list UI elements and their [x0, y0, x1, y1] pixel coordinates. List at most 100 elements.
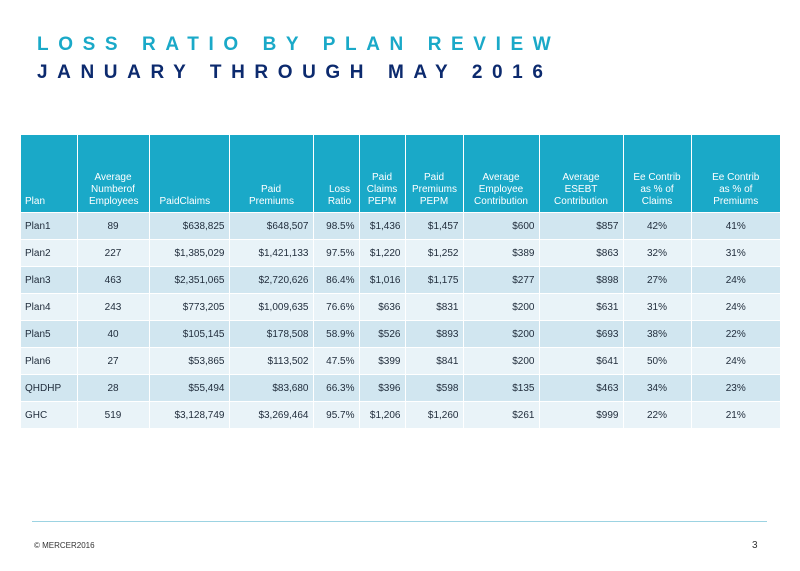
- cell-paid-claims-pepm: $1,016: [359, 266, 406, 294]
- cell-plan: Plan6: [21, 347, 78, 375]
- cell-paid-premiums-pepm: $893: [405, 320, 464, 348]
- copyright-text: © MERCER2016: [34, 541, 95, 550]
- cell-avg-esebt-contribution: $463: [539, 374, 624, 402]
- cell-paid-claims-pepm: $1,206: [359, 401, 406, 428]
- table-row: Plan4 243 $773,205 $1,009,635 76.6% $636 $831 $…: [21, 293, 780, 321]
- table-row: Plan3 463 $2,351,065 $2,720,626 86.4% $1,016 $…: [21, 266, 780, 294]
- cell-ee-contrib-premiums: 21%: [691, 401, 780, 428]
- cell-ee-contrib-claims: 38%: [623, 320, 692, 348]
- cell-paid-premiums-pepm: $1,175: [405, 266, 464, 294]
- cell-avg-esebt-contribution: $898: [539, 266, 624, 294]
- cell-avg-employees: 519: [77, 401, 150, 428]
- header-paid-premiums: Paid Premiums: [229, 135, 314, 213]
- cell-paid-premiums-pepm: $831: [405, 293, 464, 321]
- cell-paid-claims: $3,128,749: [149, 401, 230, 428]
- cell-paid-premiums: $2,720,626: [229, 266, 314, 294]
- cell-paid-premiums: $648,507: [229, 212, 314, 240]
- cell-ee-contrib-claims: 50%: [623, 347, 692, 375]
- cell-ee-contrib-premiums: 24%: [691, 293, 780, 321]
- cell-paid-claims-pepm: $396: [359, 374, 406, 402]
- cell-loss-ratio: 47.5%: [313, 347, 360, 375]
- cell-ee-contrib-claims: 32%: [623, 239, 692, 267]
- cell-plan: Plan5: [21, 320, 78, 348]
- cell-plan: Plan2: [21, 239, 78, 267]
- cell-avg-employee-contribution: $200: [463, 347, 540, 375]
- cell-paid-claims-pepm: $1,220: [359, 239, 406, 267]
- cell-avg-esebt-contribution: $857: [539, 212, 624, 240]
- header-avg-esebt-contribution: Average ESEBT Contribution: [539, 135, 624, 213]
- cell-plan: GHC: [21, 401, 78, 428]
- cell-avg-esebt-contribution: $863: [539, 239, 624, 267]
- page-number: 3: [752, 540, 758, 551]
- cell-paid-claims-pepm: $636: [359, 293, 406, 321]
- cell-loss-ratio: 95.7%: [313, 401, 360, 428]
- header-avg-employee-contribution: Average Employee Contribution: [463, 135, 540, 213]
- cell-loss-ratio: 58.9%: [313, 320, 360, 348]
- cell-avg-employee-contribution: $200: [463, 293, 540, 321]
- header-paid-claims-pepm: Paid Claims PEPM: [359, 135, 406, 213]
- cell-paid-claims: $2,351,065: [149, 266, 230, 294]
- cell-avg-employee-contribution: $389: [463, 239, 540, 267]
- cell-paid-premiums: $113,502: [229, 347, 314, 375]
- cell-avg-esebt-contribution: $999: [539, 401, 624, 428]
- cell-paid-claims: $773,205: [149, 293, 230, 321]
- cell-plan: Plan4: [21, 293, 78, 321]
- cell-paid-claims: $105,145: [149, 320, 230, 348]
- cell-paid-premiums: $178,508: [229, 320, 314, 348]
- cell-loss-ratio: 97.5%: [313, 239, 360, 267]
- cell-avg-employees: 243: [77, 293, 150, 321]
- cell-ee-contrib-claims: 34%: [623, 374, 692, 402]
- header-ee-contrib-claims: Ee Contrib as % of Claims: [623, 135, 692, 213]
- cell-avg-employees: 463: [77, 266, 150, 294]
- cell-ee-contrib-premiums: 41%: [691, 212, 780, 240]
- cell-paid-claims-pepm: $526: [359, 320, 406, 348]
- cell-ee-contrib-claims: 42%: [623, 212, 692, 240]
- cell-loss-ratio: 86.4%: [313, 266, 360, 294]
- cell-loss-ratio: 76.6%: [313, 293, 360, 321]
- cell-avg-employee-contribution: $600: [463, 212, 540, 240]
- cell-paid-premiums-pepm: $598: [405, 374, 464, 402]
- cell-paid-premiums-pepm: $1,252: [405, 239, 464, 267]
- cell-paid-claims: $55,494: [149, 374, 230, 402]
- cell-ee-contrib-premiums: 24%: [691, 347, 780, 375]
- cell-ee-contrib-premiums: 24%: [691, 266, 780, 294]
- table-row: QHDHP 28 $55,494 $83,680 66.3% $396 $598 $135 $4…: [21, 374, 780, 402]
- footer-divider: [32, 521, 767, 522]
- page-title: LOSS RATIO BY PLAN REVIEW: [37, 34, 561, 55]
- cell-avg-employee-contribution: $135: [463, 374, 540, 402]
- cell-avg-employees: 227: [77, 239, 150, 267]
- table-header-row: Plan Average Numberof Employees PaidClai…: [21, 135, 780, 213]
- table-row: Plan5 40 $105,145 $178,508 58.9% $526 $893 $200…: [21, 320, 780, 348]
- header-plan: Plan: [21, 135, 78, 213]
- cell-loss-ratio: 98.5%: [313, 212, 360, 240]
- cell-avg-esebt-contribution: $693: [539, 320, 624, 348]
- cell-paid-premiums: $1,009,635: [229, 293, 314, 321]
- cell-paid-premiums-pepm: $1,457: [405, 212, 464, 240]
- cell-ee-contrib-premiums: 31%: [691, 239, 780, 267]
- cell-plan: Plan3: [21, 266, 78, 294]
- cell-ee-contrib-premiums: 22%: [691, 320, 780, 348]
- table-row: Plan6 27 $53,865 $113,502 47.5% $399 $841 $200 $…: [21, 347, 780, 375]
- page-subtitle: JANUARY THROUGH MAY 2016: [37, 62, 553, 83]
- cell-paid-premiums: $1,421,133: [229, 239, 314, 267]
- cell-avg-employees: 89: [77, 212, 150, 240]
- cell-paid-claims: $53,865: [149, 347, 230, 375]
- cell-paid-premiums-pepm: $1,260: [405, 401, 464, 428]
- cell-ee-contrib-premiums: 23%: [691, 374, 780, 402]
- cell-avg-employees: 28: [77, 374, 150, 402]
- cell-plan: QHDHP: [21, 374, 78, 402]
- header-avg-employees: Average Numberof Employees: [77, 135, 150, 213]
- cell-plan: Plan1: [21, 212, 78, 240]
- cell-ee-contrib-claims: 22%: [623, 401, 692, 428]
- cell-paid-premiums: $3,269,464: [229, 401, 314, 428]
- cell-loss-ratio: 66.3%: [313, 374, 360, 402]
- cell-avg-employee-contribution: $277: [463, 266, 540, 294]
- loss-ratio-table: Plan Average Numberof Employees PaidClai…: [21, 135, 780, 428]
- cell-paid-premiums-pepm: $841: [405, 347, 464, 375]
- cell-paid-claims-pepm: $1,436: [359, 212, 406, 240]
- cell-ee-contrib-claims: 31%: [623, 293, 692, 321]
- table-row: Plan2 227 $1,385,029 $1,421,133 97.5% $1,220 $…: [21, 239, 780, 267]
- cell-paid-claims: $638,825: [149, 212, 230, 240]
- cell-avg-esebt-contribution: $631: [539, 293, 624, 321]
- header-paid-claims: PaidClaims: [149, 135, 230, 213]
